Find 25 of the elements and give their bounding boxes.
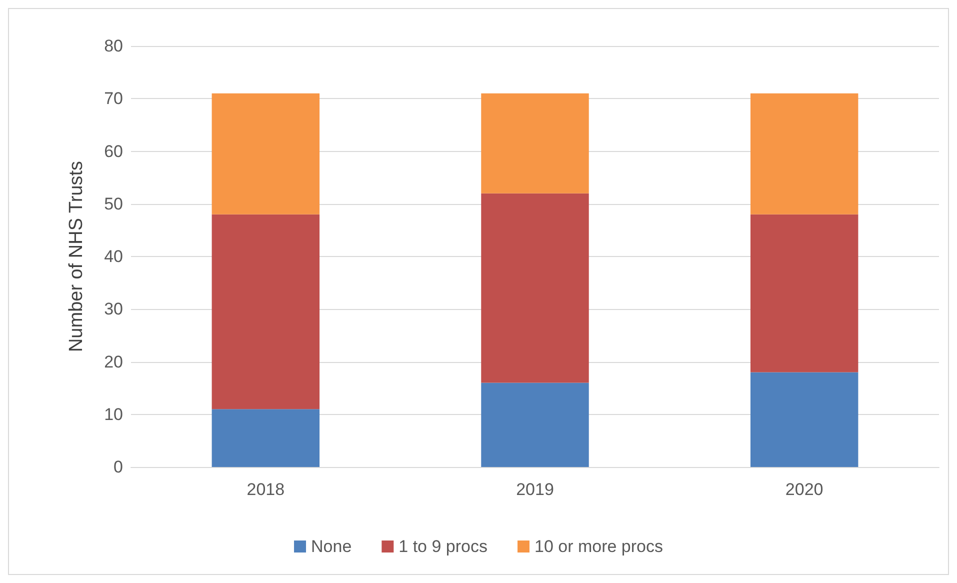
y-axis-title: Number of NHS Trusts <box>66 160 87 352</box>
y-tick-label: 80 <box>104 36 123 56</box>
y-tick-label: 50 <box>104 194 123 214</box>
y-tick-label: 0 <box>114 458 123 476</box>
bar <box>212 214 320 410</box>
bar <box>212 409 320 467</box>
y-tick-label: 20 <box>104 352 123 372</box>
y-tick-label: 30 <box>104 300 123 319</box>
y-tick-label: 10 <box>104 404 123 424</box>
bar <box>750 93 858 214</box>
y-tick-label: 40 <box>104 247 123 266</box>
bar <box>750 372 858 467</box>
y-tick-label: 60 <box>104 142 123 161</box>
bar <box>481 93 589 194</box>
legend-label: 1 to 9 procs <box>398 537 488 556</box>
x-tick-label: 2018 <box>246 480 285 499</box>
bar <box>481 382 589 467</box>
x-tick-label: 2019 <box>516 480 554 499</box>
x-tick-label: 2020 <box>785 480 824 499</box>
legend-label: 10 or more procs <box>534 537 663 556</box>
bar <box>750 214 858 372</box>
bar <box>481 193 589 383</box>
legend-label: None <box>311 537 352 556</box>
y-tick-label: 70 <box>104 89 123 108</box>
bar <box>212 93 320 214</box>
